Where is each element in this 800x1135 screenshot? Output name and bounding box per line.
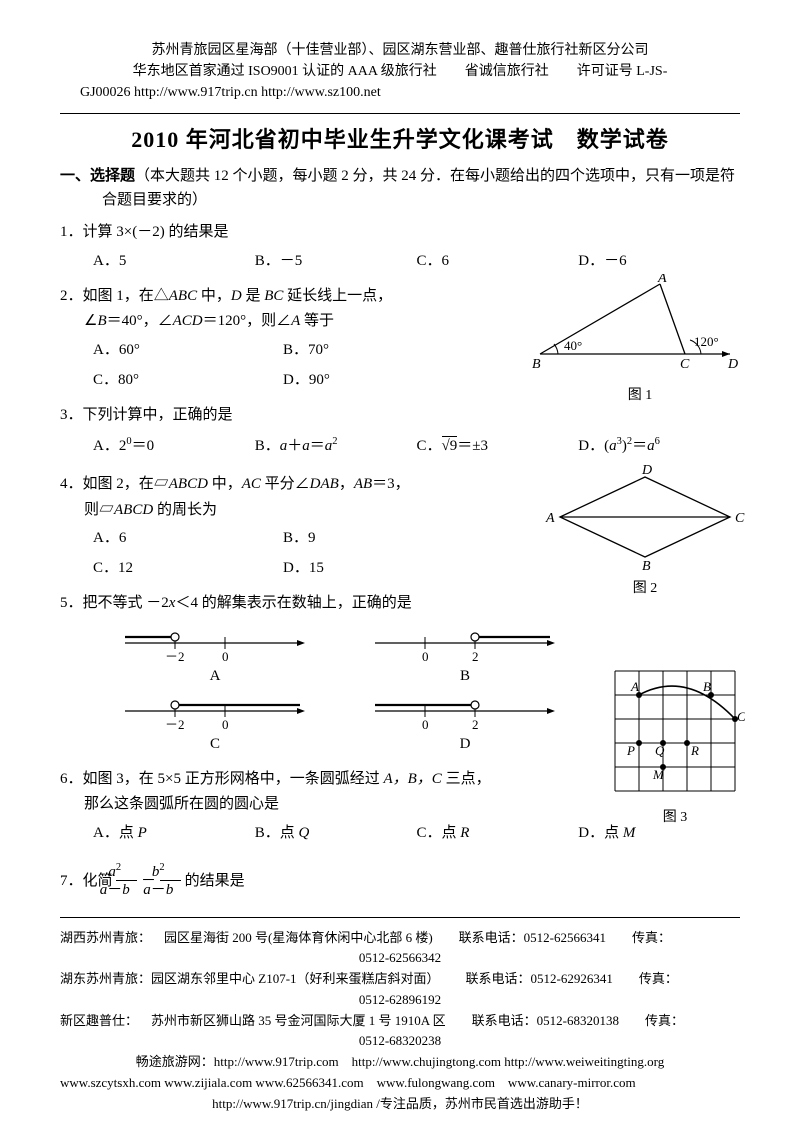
q3-opt-c: C．√9＝±3 bbox=[417, 428, 579, 464]
fig1-B: B bbox=[532, 357, 541, 372]
figure-2: A C D B 图 2 bbox=[540, 462, 750, 597]
q5-text: 5．把不等式 －2x＜4 的解集表示在数轴上，正确的是 bbox=[60, 591, 740, 617]
footer-row2: 湖东苏州青旅：园区湖东邻里中心 Z107-1（好利来蛋糕店斜对面） 联系电话：0… bbox=[60, 969, 740, 990]
q3-opt-d: D．(a3)2＝a6 bbox=[578, 428, 740, 464]
q1-text: 1．计算 3×(－2) 的结果是 bbox=[60, 220, 740, 246]
footer-row1b: 0512-62566342 bbox=[60, 948, 740, 969]
footer-row4: 畅途旅游网：http://www.917trip.com http://www.… bbox=[60, 1052, 740, 1073]
footer-separator bbox=[60, 917, 740, 918]
q3-opt-a: A．20＝0 bbox=[93, 428, 255, 464]
fig1-A: A bbox=[657, 274, 667, 286]
rhombus-svg: A C D B bbox=[540, 462, 750, 572]
q2-opt-a: A．60° bbox=[93, 335, 283, 365]
q4-text: 4．如图 2，在▱ABCD 中，AC 平分∠DAB，AB＝3， 则▱ABCD 的… bbox=[60, 472, 474, 523]
question-5: 5．把不等式 －2x＜4 的解集表示在数轴上，正确的是 －2 0 A bbox=[60, 591, 740, 759]
q1-options: A．5 B．－5 C．6 D．－6 bbox=[60, 246, 740, 276]
q6-opt-c: C．点 R bbox=[417, 818, 579, 848]
nl-b-label: B bbox=[340, 668, 590, 685]
svg-text:B: B bbox=[703, 679, 711, 694]
doc-footer: 湖西苏州青旅： 园区星海街 200 号(星海体育休闲中心北部 6 楼) 联系电话… bbox=[60, 928, 740, 1115]
q4-opt-a: A．6 bbox=[93, 523, 283, 553]
q6-text: 6．如图 3，在 5×5 正方形网格中，一条圆弧经过 A，B，C 三点， 那么这… bbox=[60, 767, 524, 818]
question-1: 1．计算 3×(－2) 的结果是 A．5 B．－5 C．6 D．－6 bbox=[60, 220, 740, 276]
numberline-a: －2 0 A bbox=[90, 623, 340, 685]
svg-text:－2: －2 bbox=[165, 649, 185, 663]
q2-text: 2．如图 1，在△ABC 中，D 是 BC 延长线上一点， ∠B＝40°，∠AC… bbox=[60, 284, 474, 335]
numberline-d: 0 2 D bbox=[340, 691, 590, 753]
footer-row3b: 0512-68320238 bbox=[60, 1031, 740, 1052]
svg-text:0: 0 bbox=[222, 717, 229, 731]
header-line1: 苏州青旅园区星海部（十佳营业部）、园区湖东营业部、趣普仕旅行社新区分公司 bbox=[60, 40, 740, 61]
q6-opt-b: B．点 Q bbox=[255, 818, 417, 848]
fig2-B: B bbox=[642, 559, 651, 572]
fraction-2: b2 a－b bbox=[160, 862, 181, 901]
q1-opt-b: B．－5 bbox=[255, 246, 417, 276]
q7-text: 7．化简 a2 a－b － b2 a－b 的结果是 bbox=[60, 862, 740, 901]
triangle-svg: 40° 120° A B C D bbox=[530, 274, 750, 379]
figure-1: 40° 120° A B C D 图 1 bbox=[530, 274, 750, 404]
section-label: 一、选择题 bbox=[60, 168, 135, 184]
fig1-D: D bbox=[727, 357, 738, 372]
q1-opt-a: A．5 bbox=[93, 246, 255, 276]
svg-text:0: 0 bbox=[422, 717, 429, 731]
question-4: 4．如图 2，在▱ABCD 中，AC 平分∠DAB，AB＝3， 则▱ABCD 的… bbox=[60, 472, 740, 583]
footer-row3: 新区趣普仕： 苏州市新区狮山路 35 号金河国际大厦 1 号 1910A 区 联… bbox=[60, 1011, 740, 1032]
q4-opt-c: C．12 bbox=[93, 553, 283, 583]
q2-opt-d: D．90° bbox=[283, 365, 473, 395]
q4-opt-b: B．9 bbox=[283, 523, 473, 553]
question-7: 7．化简 a2 a－b － b2 a－b 的结果是 bbox=[60, 862, 740, 901]
footer-row5: www.szcytsxh.com www.zijiala.com www.625… bbox=[60, 1073, 740, 1094]
svg-text:C: C bbox=[737, 709, 745, 724]
svg-text:－2: －2 bbox=[165, 717, 185, 731]
separator bbox=[60, 113, 740, 114]
q6-opt-a: A．点 P bbox=[93, 818, 255, 848]
header-line3: GJ00026 http://www.917trip.cn http://www… bbox=[60, 82, 740, 103]
footer-row2b: 0512-62896192 bbox=[60, 990, 740, 1011]
q3-options: A．20＝0 B．a＋a＝a2 C．√9＝±3 D．(a3)2＝a6 bbox=[60, 428, 740, 464]
q6-options: A．点 P B．点 Q C．点 R D．点 M bbox=[60, 818, 740, 848]
svg-text:2: 2 bbox=[472, 717, 479, 731]
angle-40: 40° bbox=[564, 338, 582, 353]
section-desc: （本大题共 12 个小题，每小题 2 分，共 24 分．在每小题给出的四个选项中… bbox=[102, 168, 735, 208]
svg-text:0: 0 bbox=[222, 649, 229, 663]
nl-c-label: C bbox=[90, 736, 340, 753]
fraction-1: a2 a－b bbox=[116, 862, 137, 901]
q6-opt-d: D．点 M bbox=[578, 818, 740, 848]
nl-a-label: A bbox=[90, 668, 340, 685]
question-2: 2．如图 1，在△ABC 中，D 是 BC 延长线上一点， ∠B＝40°，∠AC… bbox=[60, 284, 740, 395]
footer-row1: 湖西苏州青旅： 园区星海街 200 号(星海体育休闲中心北部 6 楼) 联系电话… bbox=[60, 928, 740, 949]
svg-text:0: 0 bbox=[422, 649, 429, 663]
q2-options: A．60° B．70° C．80° D．90° bbox=[60, 335, 473, 395]
nl-d-label: D bbox=[340, 736, 590, 753]
header-line2: 华东地区首家通过 ISO9001 认证的 AAA 级旅行社 省诚信旅行社 许可证… bbox=[60, 61, 740, 82]
q4-options: A．6 B．9 C．12 D．15 bbox=[60, 523, 473, 583]
fig1-C: C bbox=[680, 357, 690, 372]
fig2-D: D bbox=[641, 463, 652, 478]
q4-opt-d: D．15 bbox=[283, 553, 473, 583]
page-title: 2010 年河北省初中毕业生升学文化课考试 数学试卷 bbox=[60, 122, 740, 154]
question-6: 6．如图 3，在 5×5 正方形网格中，一条圆弧经过 A，B，C 三点， 那么这… bbox=[60, 767, 740, 848]
q1-opt-d: D．－6 bbox=[578, 246, 740, 276]
numberline-c: －2 0 C bbox=[90, 691, 340, 753]
q3-opt-b: B．a＋a＝a2 bbox=[255, 428, 417, 464]
section-1-intro: 一、选择题（本大题共 12 个小题，每小题 2 分，共 24 分．在每小题给出的… bbox=[60, 164, 740, 212]
svg-text:Q: Q bbox=[655, 743, 665, 758]
fig2-A: A bbox=[545, 511, 555, 526]
question-3: 3．下列计算中，正确的是 A．20＝0 B．a＋a＝a2 C．√9＝±3 D．(… bbox=[60, 403, 740, 465]
angle-120: 120° bbox=[694, 334, 719, 349]
svg-text:2: 2 bbox=[472, 649, 479, 663]
q3-text: 3．下列计算中，正确的是 bbox=[60, 403, 740, 429]
numberline-b: 0 2 B bbox=[340, 623, 590, 685]
fig2-C: C bbox=[735, 511, 745, 526]
q1-opt-c: C．6 bbox=[417, 246, 579, 276]
q2-opt-c: C．80° bbox=[93, 365, 283, 395]
fig1-caption: 图 1 bbox=[530, 384, 750, 404]
footer-row6: http://www.917trip.cn/jingdian /专注品质，苏州市… bbox=[60, 1094, 740, 1115]
svg-text:R: R bbox=[690, 743, 699, 758]
svg-text:P: P bbox=[626, 743, 635, 758]
svg-text:A: A bbox=[630, 679, 639, 694]
doc-header: 苏州青旅园区星海部（十佳营业部）、园区湖东营业部、趣普仕旅行社新区分公司 华东地… bbox=[60, 40, 740, 103]
q2-opt-b: B．70° bbox=[283, 335, 473, 365]
